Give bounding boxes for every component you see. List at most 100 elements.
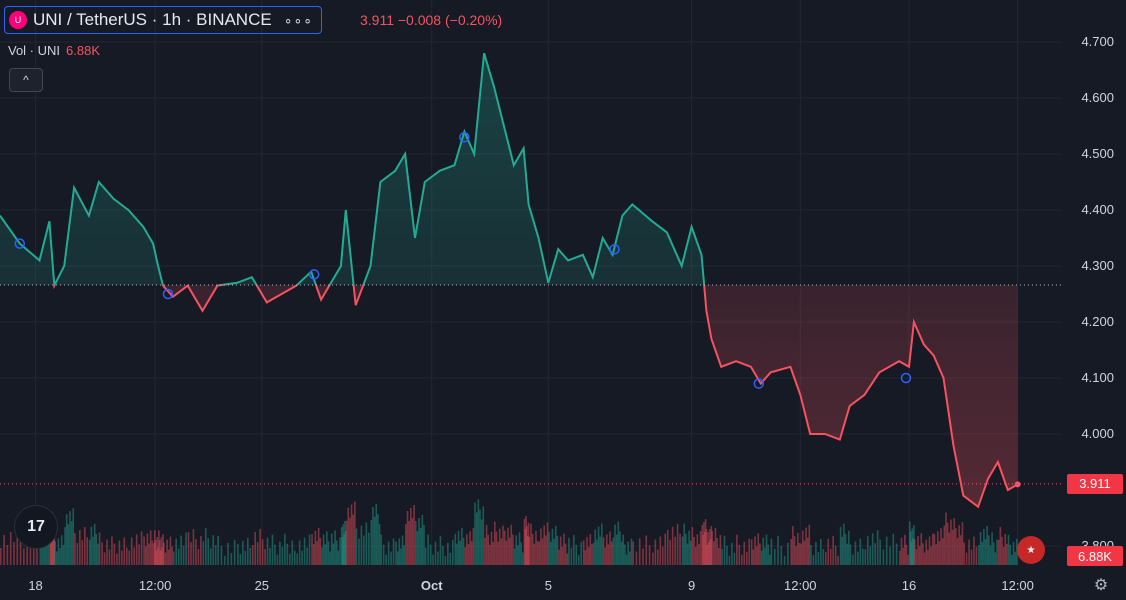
volume-bar [88, 539, 91, 565]
volume-bar [339, 537, 341, 565]
symbol-legend[interactable]: U UNI / TetherUS · 1h · BINANCE ∘∘∘ [4, 6, 322, 34]
volume-bar [869, 546, 872, 565]
volume-bar [403, 545, 406, 565]
price-line-down [53, 285, 1019, 509]
volume-bar [938, 541, 941, 565]
volume-bar [495, 531, 498, 565]
volume-bar [773, 548, 776, 565]
volume-bar [750, 539, 753, 565]
volume-bar [93, 523, 96, 565]
volume-bar [16, 529, 19, 565]
volume-bar [549, 541, 552, 565]
volume-bar [385, 554, 387, 565]
volume-bar [699, 531, 702, 565]
volume-bar [293, 550, 296, 565]
volume-bar [676, 523, 679, 565]
volume-bar [741, 554, 743, 565]
volume-bar [601, 523, 603, 565]
volume-bar [156, 537, 159, 565]
volume-bar [848, 530, 850, 565]
volume-bar [596, 539, 598, 565]
volume-bar [489, 544, 491, 565]
y-tick-label: 4.200 [1081, 314, 1114, 329]
volume-bar [492, 541, 494, 565]
volume-bar [106, 539, 108, 565]
volume-bar [459, 540, 462, 565]
volume-bar [377, 514, 379, 565]
volume-bar [429, 544, 432, 565]
volume-bar [103, 552, 106, 565]
volume-bar [230, 552, 233, 565]
volume-bar [755, 546, 758, 565]
volume-bar [642, 548, 644, 565]
volume-bar [956, 538, 959, 565]
us-flag-icon[interactable]: ★ [1017, 536, 1045, 564]
event-marker[interactable] [162, 288, 174, 300]
volume-bar [911, 528, 914, 565]
event-marker[interactable] [308, 269, 320, 280]
volume-bar [800, 543, 802, 565]
volume-bar [561, 546, 564, 565]
volume-bar [948, 532, 951, 565]
volume-bar [556, 535, 559, 565]
volume-bar [497, 541, 499, 565]
volume-bar [135, 534, 138, 565]
volume-bar [605, 534, 608, 565]
volume-bar [996, 539, 998, 565]
event-marker[interactable] [609, 243, 620, 255]
volume-bar [480, 519, 483, 565]
collapse-button[interactable]: ^ [9, 68, 43, 92]
volume-bar [703, 532, 706, 565]
volume-bar [521, 552, 524, 565]
volume-bar [69, 511, 71, 565]
volume-bar [540, 528, 542, 565]
volume-bar [762, 537, 765, 565]
volume-bar [341, 537, 344, 565]
volume-bar [223, 555, 226, 565]
volume-bar [615, 534, 618, 565]
tradingview-logo-icon[interactable]: 17 [14, 505, 58, 549]
volume-bar [669, 539, 671, 565]
volume-bar [691, 527, 694, 565]
volume-bar [207, 538, 210, 565]
volume-bar [780, 545, 783, 565]
volume-bar [380, 534, 382, 565]
volume-bar [312, 544, 315, 565]
volume-bar [3, 535, 5, 565]
more-options-icon[interactable]: ∘∘∘ [283, 11, 313, 28]
volume-bar [254, 532, 257, 565]
volume-bar [334, 530, 336, 565]
y-tick-label: 4.400 [1081, 202, 1114, 217]
volume-bar [166, 539, 168, 565]
volume-bar [760, 550, 763, 565]
volume-bar [728, 555, 731, 565]
volume-bar [839, 526, 842, 565]
volume-bar [798, 543, 801, 565]
volume-bar [661, 546, 664, 565]
event-marker[interactable] [14, 238, 26, 249]
volume-bar [632, 541, 634, 565]
volume-bar [108, 549, 111, 565]
volume-bar [617, 521, 620, 565]
volume-bar [573, 534, 575, 565]
volume-bar [247, 537, 249, 565]
event-marker[interactable] [459, 131, 470, 143]
volume-bar [731, 542, 733, 565]
volume-bar [991, 532, 993, 565]
volume-bar [599, 536, 601, 565]
volume-bar [55, 551, 58, 565]
x-tick-label: 16 [902, 578, 916, 593]
event-marker[interactable] [900, 372, 912, 384]
volume-bar [0, 548, 2, 565]
volume-bar [592, 542, 595, 565]
volume-bar [387, 541, 390, 565]
gear-icon[interactable]: ⚙ [1093, 577, 1109, 594]
volume-bar [960, 535, 962, 565]
volume-bar [1004, 534, 1007, 565]
volume-bar [832, 535, 834, 565]
volume-bar [161, 547, 163, 565]
x-tick-label: 12:00 [784, 578, 817, 593]
event-marker[interactable] [753, 378, 765, 389]
volume-bar [946, 522, 949, 565]
